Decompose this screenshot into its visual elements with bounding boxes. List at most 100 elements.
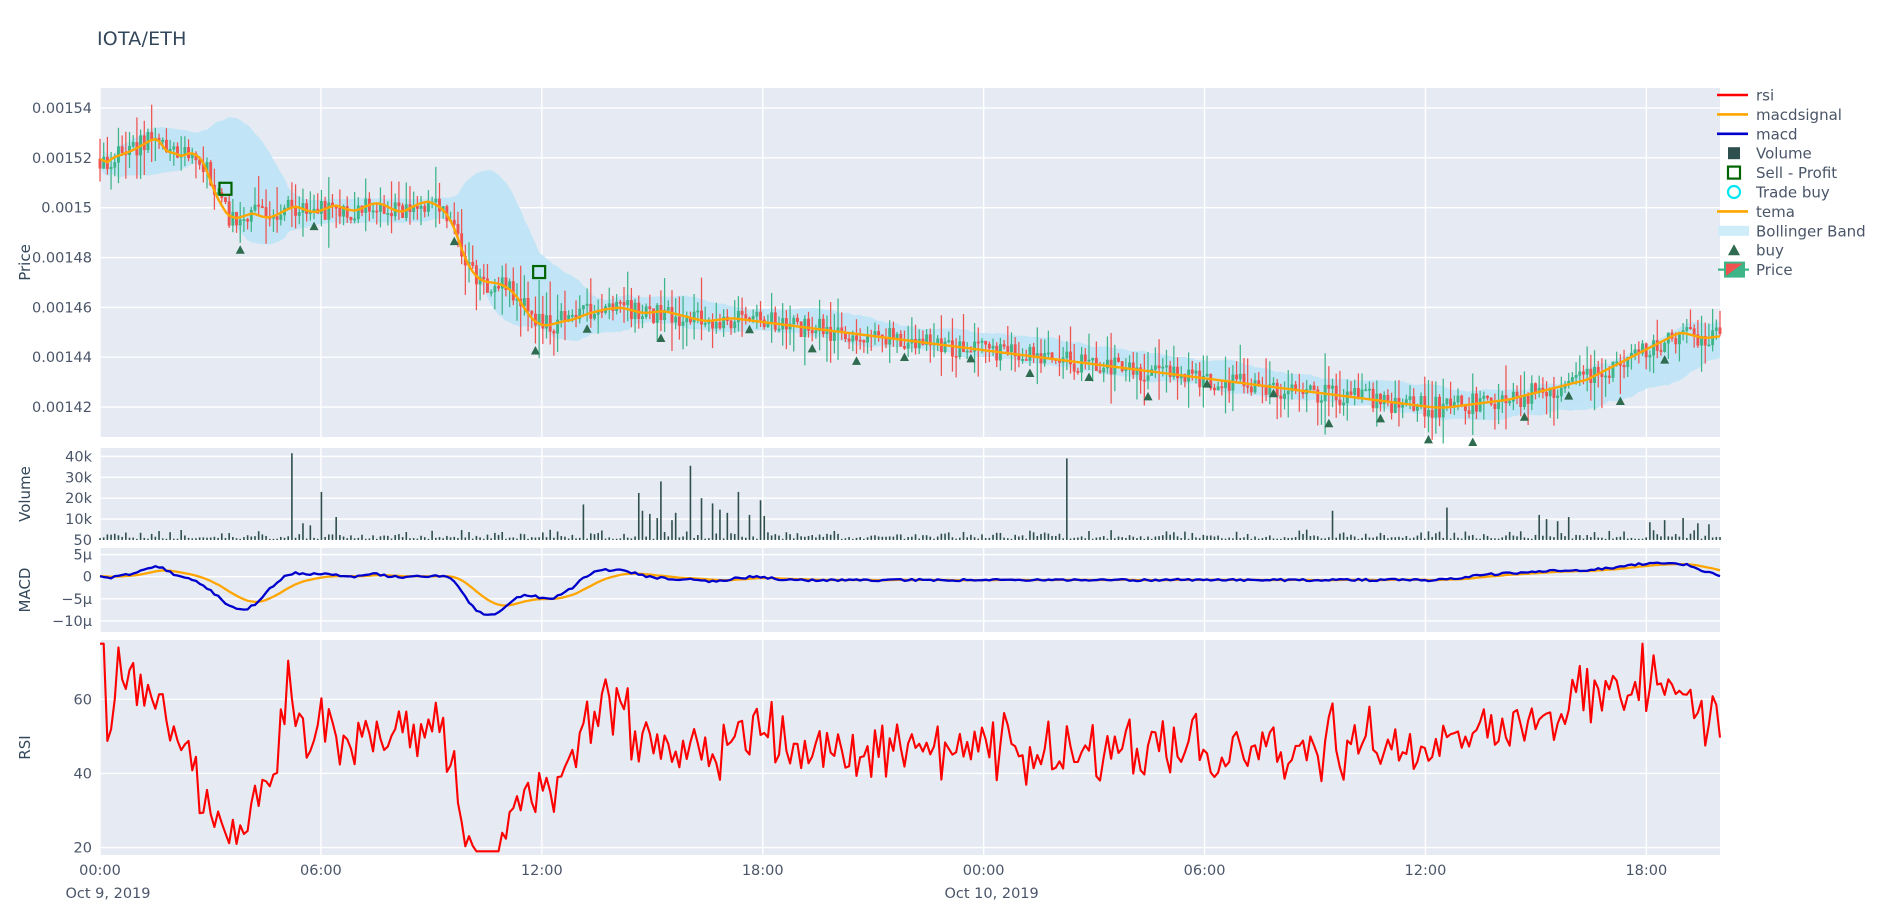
volume-bar [1634, 538, 1636, 540]
volume-bar [1272, 538, 1275, 540]
volume-bar [733, 533, 736, 540]
volume-bar [660, 481, 662, 540]
volume-bar [423, 537, 426, 540]
volume-bar [1471, 534, 1474, 540]
candle-body [1249, 386, 1253, 393]
volume-bar [752, 536, 754, 540]
legend-item-label: Trade buy [1755, 184, 1830, 202]
candle-body [486, 278, 489, 293]
axis-tick-label: 0.00142 [32, 400, 92, 416]
candle-body [928, 334, 932, 346]
legend-item[interactable]: Volume [1728, 145, 1812, 163]
volume-bar [1018, 536, 1020, 540]
candle-body [1401, 404, 1405, 408]
volume-bar [287, 536, 290, 540]
volume-bar [1593, 532, 1596, 540]
volume-bar [169, 532, 171, 540]
candle-body [593, 314, 596, 319]
volume-bar [1180, 538, 1183, 540]
volume-bar [224, 538, 227, 540]
volume-bar [147, 538, 149, 540]
legend-item[interactable]: tema [1717, 203, 1795, 221]
buy-triangle-icon [530, 346, 540, 355]
volume-bar [1626, 538, 1629, 540]
volume-bar [1401, 537, 1404, 540]
axis-tick-label: 60 [74, 692, 92, 708]
legend-item[interactable]: rsi [1717, 87, 1774, 105]
candle-body [1013, 344, 1017, 357]
legend-item[interactable]: Sell - Profit [1726, 164, 1837, 182]
candle-body [545, 315, 548, 329]
volume-bar [1361, 537, 1363, 540]
page-title: IOTA/ETH [97, 28, 187, 50]
legend-item[interactable]: macdsignal [1717, 106, 1842, 124]
volume-bar [1516, 536, 1518, 540]
candle-body [700, 310, 703, 325]
legend-item[interactable]: Bollinger Band [1718, 222, 1866, 240]
candle-body [1663, 342, 1667, 352]
candle-body [1659, 350, 1663, 352]
volume-bar [280, 536, 282, 540]
volume-bar [283, 537, 286, 540]
volume-bar [320, 491, 323, 540]
volume-bar [848, 537, 850, 540]
candle-body [1382, 394, 1386, 405]
axis-tick-label: −5μ [61, 592, 92, 608]
volume-bar [257, 531, 260, 540]
legend-item[interactable]: Trade buy [1726, 184, 1830, 202]
buy-triangle-icon [235, 245, 245, 254]
candle-body [1482, 395, 1486, 399]
volume-bar [1446, 507, 1448, 540]
axis-title-macd: MACD [16, 568, 34, 613]
volume-bar [612, 538, 614, 540]
volume-bar [416, 538, 419, 540]
axis-tick-label: 40k [65, 449, 92, 465]
legend-item[interactable]: buy [1728, 242, 1784, 260]
legend-item[interactable]: macd [1717, 125, 1798, 143]
candle-body [1334, 385, 1338, 401]
volume-bar [1228, 537, 1231, 540]
volume-bar [1080, 536, 1083, 540]
axis-tick-label: 5μ [74, 548, 92, 564]
volume-bar [1058, 533, 1061, 540]
candle-body [131, 142, 135, 147]
volume-series [99, 453, 1721, 540]
candle-body [810, 330, 814, 334]
candle-body [906, 342, 910, 349]
volume-bar [1077, 537, 1079, 540]
volume-bar [1217, 535, 1219, 540]
candle-body [415, 205, 419, 209]
rsi-line [100, 642, 1722, 853]
volume-bar [1512, 535, 1515, 540]
candle-body [917, 338, 921, 349]
candle-body [1600, 373, 1604, 377]
candle-body [1320, 400, 1323, 403]
candle-body [1508, 400, 1512, 404]
volume-bar [431, 530, 433, 540]
legend-item-label: Bollinger Band [1756, 222, 1866, 240]
volume-bar [571, 534, 574, 540]
legend-item[interactable]: Price [1718, 261, 1793, 279]
volume-bar [1460, 538, 1463, 540]
volume-bar [1438, 531, 1441, 540]
axis-tick-label: 0.00148 [32, 251, 92, 267]
candle-body [718, 321, 722, 329]
volume-bar [744, 537, 747, 540]
volume-bar [959, 537, 961, 540]
candle-body [663, 309, 667, 321]
candle-body [1331, 385, 1334, 389]
volume-bar [176, 538, 179, 540]
volume-bar [885, 536, 887, 540]
volume-bar [1029, 530, 1031, 540]
volume-bar [1409, 538, 1411, 540]
volume-bar [1150, 538, 1153, 540]
legend-item-label: Sell - Profit [1756, 164, 1837, 182]
candle-body [1168, 365, 1172, 377]
volume-bar [564, 536, 566, 540]
volume-bar [1383, 535, 1385, 540]
volume-bar [427, 538, 430, 540]
volume-bar [1612, 538, 1614, 540]
candle-body [1707, 344, 1711, 347]
volume-bar [150, 533, 153, 540]
